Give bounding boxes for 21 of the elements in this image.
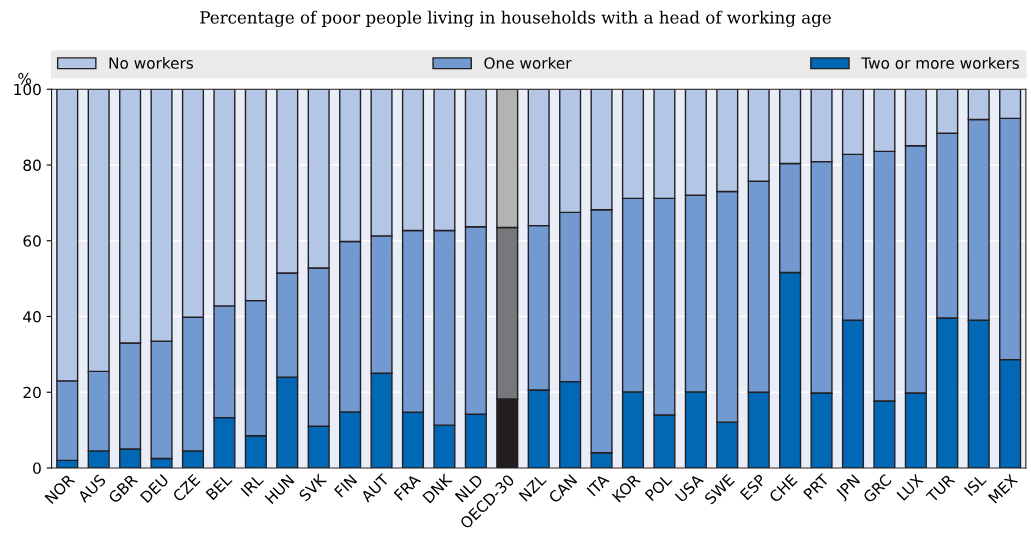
- legend-label: No workers: [109, 57, 194, 69]
- y-axis-title: %: [18, 72, 32, 85]
- y-tick-label: 0: [33, 462, 41, 474]
- x-tick-label: TUR: [925, 473, 956, 504]
- y-tick-label: 100: [14, 83, 41, 96]
- y-tick-label: 60: [23, 235, 41, 247]
- x-tick-label: BEL: [205, 473, 233, 501]
- x-tick-label: POL: [644, 473, 673, 502]
- legend-label: One worker: [484, 57, 572, 69]
- y-tick-label: 80: [23, 159, 41, 172]
- x-tick-label: USA: [674, 473, 705, 503]
- x-tick-label: NZL: [518, 473, 547, 502]
- x-tick-label: IRL: [240, 473, 264, 497]
- y-tick-label: 20: [23, 386, 41, 399]
- chart-title: Percentage of poor people living in households with a head of working age: [200, 10, 831, 28]
- legend-label: Two or more workers: [861, 57, 1019, 69]
- x-tick-label: FRA: [393, 473, 422, 501]
- x-tick-label: ISL: [963, 473, 987, 497]
- y-tick-label: 40: [23, 310, 41, 323]
- x-tick-label: FIN: [334, 474, 358, 498]
- x-tick-label: ITA: [586, 473, 610, 497]
